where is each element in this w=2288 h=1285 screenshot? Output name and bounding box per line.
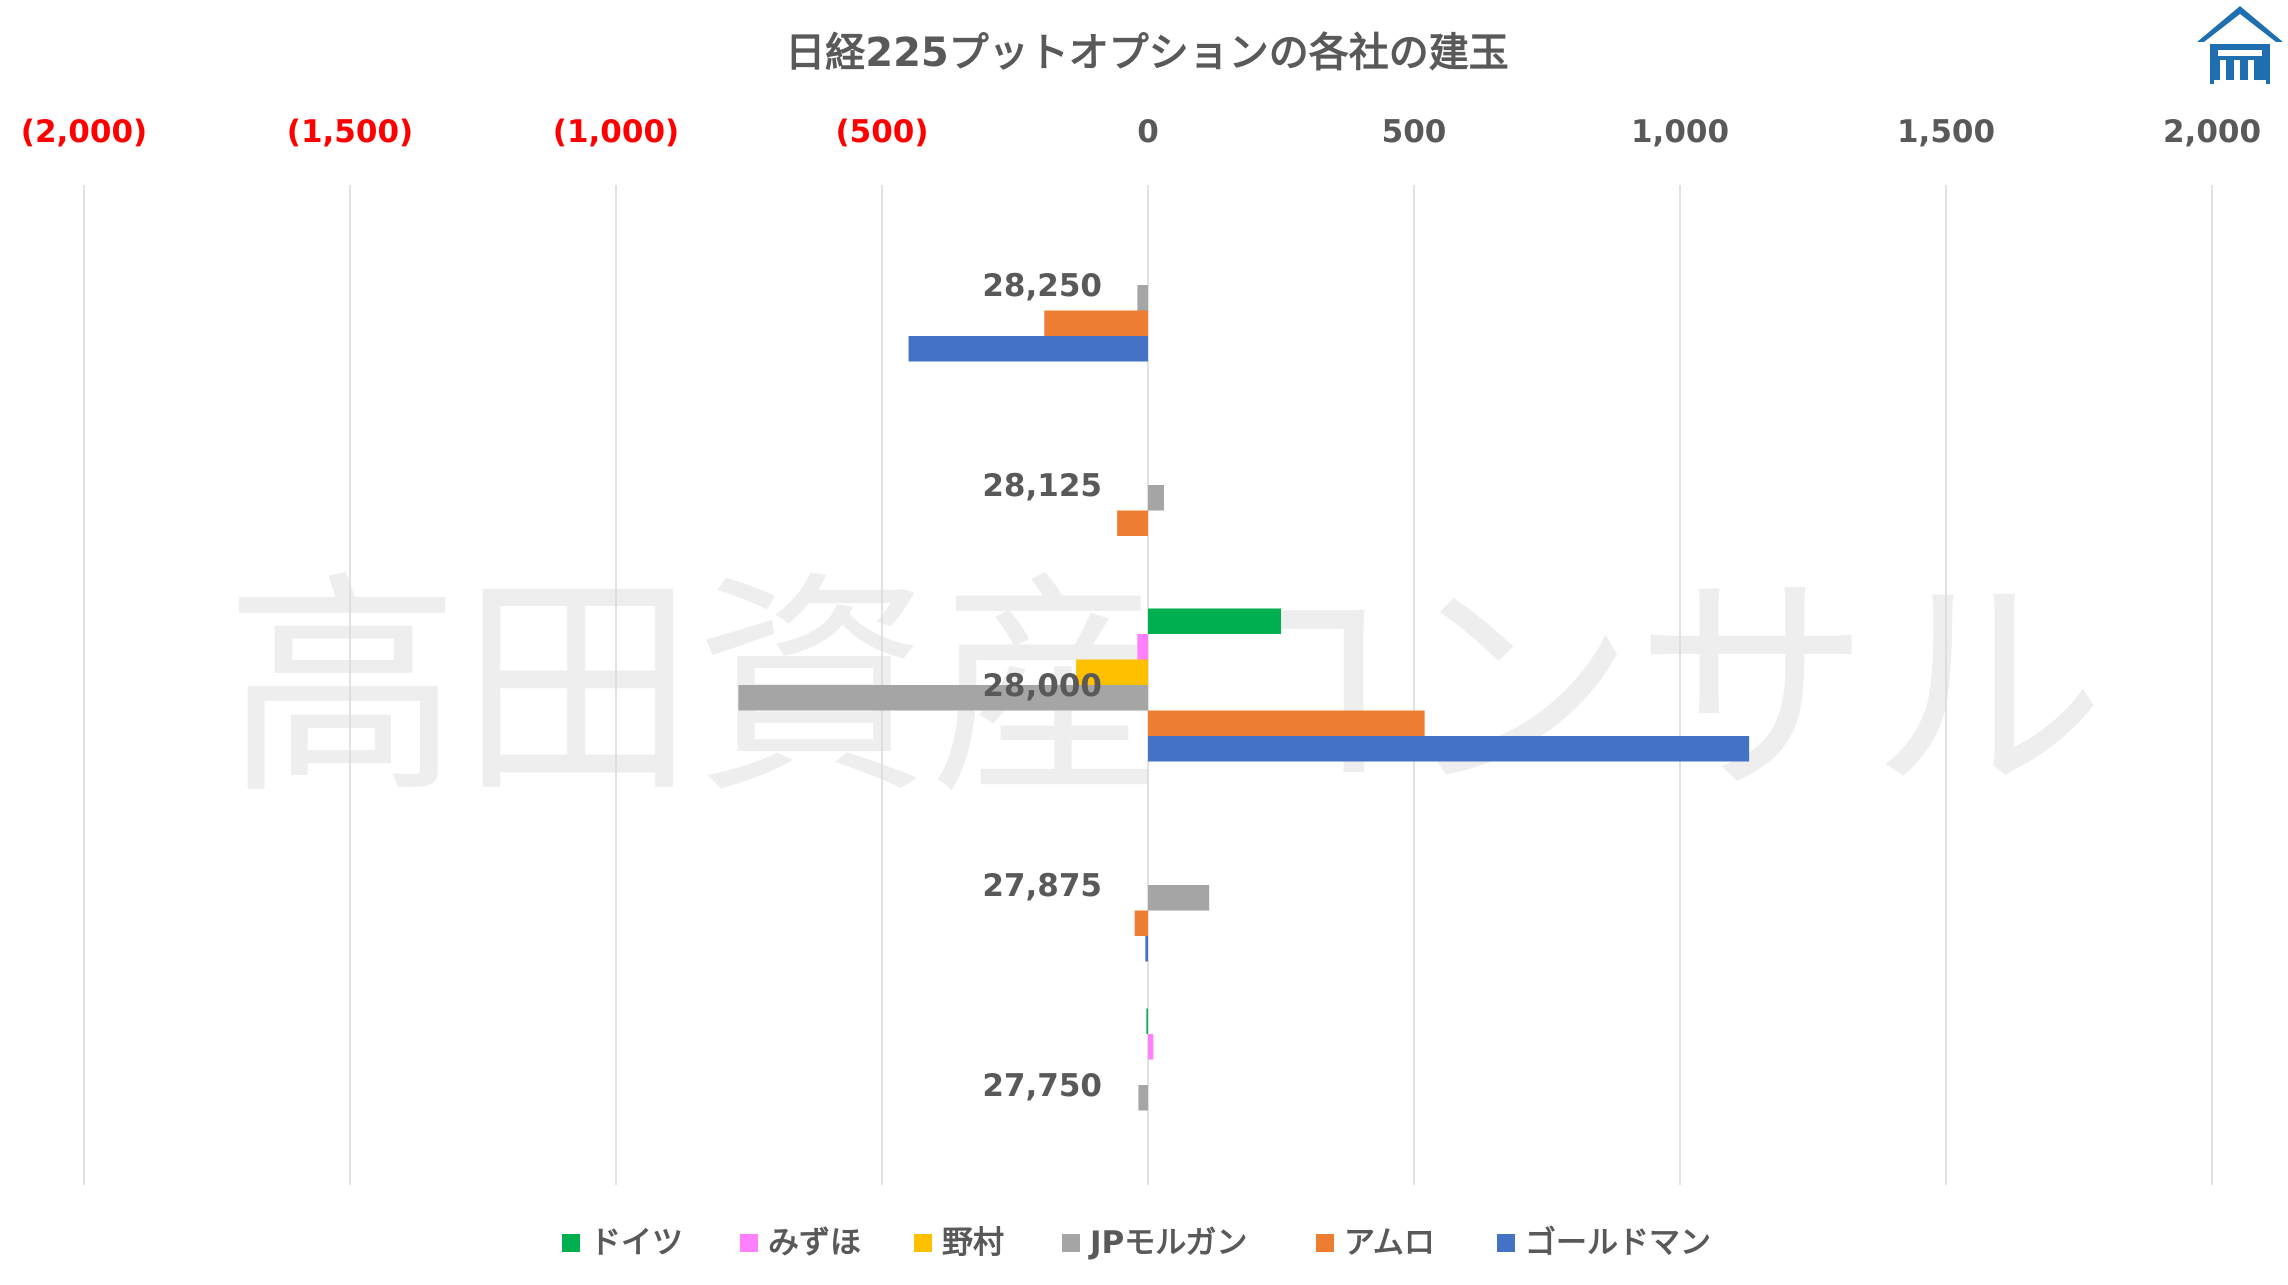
bar-4-1: [1137, 285, 1148, 311]
x-tick-label: 1,000: [1631, 114, 1729, 150]
bars: [738, 285, 1750, 1111]
category-label: 28,125: [982, 468, 1102, 504]
legend-swatch: [562, 1234, 580, 1252]
x-axis-ticks: (2,000) (1,500) (1,000) (500) 0 500 1,000 1,500…: [21, 114, 2261, 150]
legend-swatch: [1497, 1234, 1515, 1252]
legend-label: みずほ: [768, 1225, 861, 1261]
category-label: 28,000: [982, 668, 1102, 704]
bar-5-2: [1117, 510, 1148, 536]
legend-label: ドイツ: [590, 1225, 683, 1261]
chart-title: 日経225プットオプションの各社の建玉: [785, 30, 1509, 76]
category-label: 28,250: [982, 268, 1102, 304]
watermark-text: 高田資産コンサル: [225, 553, 2105, 826]
bar-5-3: [1148, 710, 1425, 736]
legend-label: 野村: [942, 1225, 1004, 1261]
bar-4-3: [738, 685, 1148, 711]
bar-4-2: [1148, 485, 1164, 511]
bar-6-4: [1145, 936, 1148, 962]
x-tick-label: 2,000: [2163, 114, 2261, 150]
bar-5-4: [1134, 910, 1148, 936]
x-tick-label: (1,000): [553, 114, 679, 150]
legend-swatch: [740, 1234, 758, 1252]
bar-6-1: [908, 336, 1148, 362]
category-label: 27,750: [982, 1068, 1102, 1104]
legend: ドイツ みずほ 野村 JPモルガン アムロ ゴールドマン: [562, 1225, 1711, 1261]
legend-label: JPモルガン: [1088, 1225, 1247, 1261]
bar-2-3: [1137, 634, 1148, 660]
x-tick-label: (2,000): [21, 114, 147, 150]
x-tick-label: 1,500: [1897, 114, 1995, 150]
bar-1-3: [1148, 608, 1281, 634]
x-tick-label: (1,500): [287, 114, 413, 150]
legend-swatch: [1316, 1234, 1334, 1252]
bar-2-5: [1148, 1034, 1154, 1060]
bar-6-3: [1148, 736, 1750, 762]
bar-4-4: [1148, 885, 1210, 911]
category-labels: 28,250 28,125 28,000 27,875 27,750: [982, 268, 1102, 1104]
legend-swatch: [914, 1234, 932, 1252]
bar-3-3: [1076, 659, 1148, 685]
x-tick-label: 0: [1137, 114, 1159, 150]
x-tick-label: (500): [835, 114, 928, 150]
legend-label: アムロ: [1344, 1225, 1435, 1261]
roof-building-logo-icon: [2197, 6, 2283, 85]
legend-swatch: [1062, 1234, 1080, 1252]
x-tick-label: 500: [1382, 114, 1447, 150]
legend-label: ゴールドマン: [1525, 1225, 1711, 1261]
bar-4-5: [1138, 1085, 1148, 1111]
category-label: 27,875: [982, 868, 1102, 904]
bar-5-1: [1044, 310, 1148, 336]
bar-1-5: [1146, 1008, 1148, 1034]
